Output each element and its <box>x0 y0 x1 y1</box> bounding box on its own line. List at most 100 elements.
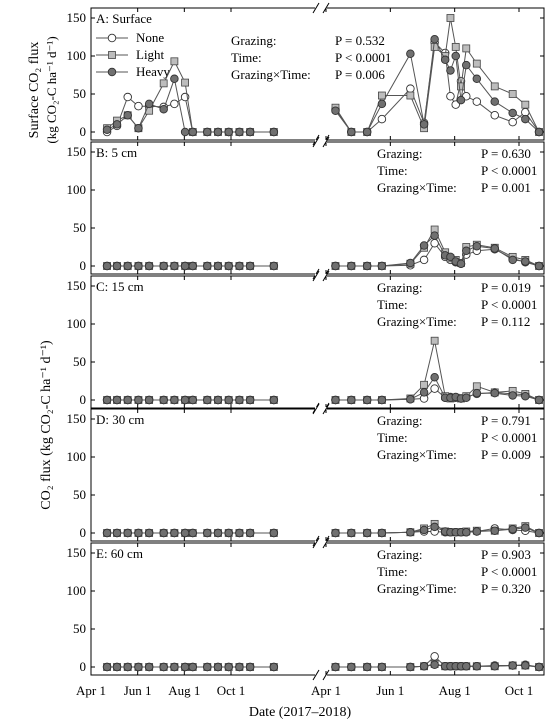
data-point-heavy <box>170 261 179 271</box>
data-point-heavy <box>245 528 255 538</box>
data-point-heavy <box>331 106 340 115</box>
data-point-heavy <box>159 395 168 405</box>
stat-label: Grazing: <box>231 33 276 48</box>
data-point-light <box>406 91 415 100</box>
data-point-light <box>446 14 455 22</box>
stat-value: P = 0.019 <box>481 280 531 295</box>
axis-titles: Surface CO₂ flux (kg CO₂-C ha⁻¹ d⁻¹) CO₂… <box>27 36 351 720</box>
data-point-heavy <box>144 395 154 405</box>
stat-value: P = 0.001 <box>481 180 531 195</box>
legend-marker <box>108 51 116 59</box>
data-point-heavy <box>419 120 429 129</box>
stat-label: Time: <box>377 297 408 312</box>
data-point-heavy <box>112 261 122 271</box>
data-point-heavy <box>123 528 132 538</box>
stat-value: P = 0.320 <box>481 581 531 596</box>
data-point-heavy <box>362 261 372 271</box>
stat-value: P < 0.0001 <box>481 430 537 445</box>
data-point-heavy <box>159 261 168 271</box>
data-point-heavy <box>472 74 482 84</box>
ylabel-main: CO₂ flux (kg CO₂-C ha⁻¹ d⁻¹) <box>39 340 54 510</box>
data-point-light <box>490 82 499 91</box>
data-point-heavy <box>170 662 179 672</box>
axis-break-mark <box>312 669 320 681</box>
data-point-heavy <box>508 255 517 265</box>
stat-value: P = 0.532 <box>335 33 385 48</box>
data-point-none <box>446 92 455 101</box>
data-point-heavy <box>377 662 387 672</box>
data-point-heavy <box>134 123 143 133</box>
x-tick-label: Jun 1 <box>124 683 152 698</box>
data-point-none <box>430 384 439 393</box>
data-point-heavy <box>406 662 415 672</box>
data-point-heavy <box>170 74 179 84</box>
data-point-heavy <box>245 127 255 137</box>
data-point-heavy <box>377 261 387 271</box>
data-point-heavy <box>123 111 132 120</box>
panel-label: D: 30 cm <box>96 412 144 427</box>
stat-label: Time: <box>377 163 408 178</box>
data-point-heavy <box>224 395 233 405</box>
data-point-heavy <box>188 528 197 538</box>
data-point-heavy <box>245 261 255 271</box>
data-point-heavy <box>347 528 356 538</box>
y-tick-label: 50 <box>73 220 86 235</box>
y-tick-label: 0 <box>80 392 87 407</box>
data-point-heavy <box>331 261 340 271</box>
data-point-heavy <box>430 231 439 240</box>
data-point-heavy <box>144 662 154 672</box>
stat-value: P = 0.903 <box>481 547 531 562</box>
data-point-light <box>451 42 460 51</box>
data-point-heavy <box>134 528 143 538</box>
data-point-heavy <box>534 662 544 672</box>
stat-value: P < 0.0001 <box>481 297 537 312</box>
data-point-heavy <box>213 261 223 271</box>
data-point-heavy <box>430 372 439 382</box>
data-point-heavy <box>112 528 122 538</box>
stat-label: Grazing×Time: <box>377 314 457 329</box>
data-point-heavy <box>235 395 244 405</box>
x-tick-label: Apr 1 <box>76 683 106 698</box>
data-point-heavy <box>235 127 244 137</box>
y-tick-label: 100 <box>67 48 87 63</box>
data-point-heavy <box>490 244 499 253</box>
panel-frame-left <box>90 408 317 542</box>
data-point-heavy <box>112 662 122 672</box>
data-point-heavy <box>331 395 340 405</box>
axis-break-mark <box>322 270 330 282</box>
stat-label: Grazing×Time: <box>377 447 457 462</box>
panel-3: 0 50 100 150 C: 15 cm Grazing: P = 0.019 Time: P… <box>67 270 545 414</box>
data-point-heavy <box>188 127 197 137</box>
data-point-heavy <box>446 66 455 75</box>
data-point-heavy <box>490 388 499 398</box>
y-tick-label: 50 <box>73 86 86 101</box>
data-point-heavy <box>521 114 530 124</box>
data-point-none <box>451 100 460 109</box>
data-point-heavy <box>102 261 112 271</box>
data-point-light <box>472 382 481 391</box>
x-tick-label: Oct 1 <box>217 683 246 698</box>
axis-break-mark <box>312 537 320 549</box>
data-point-heavy <box>508 391 517 400</box>
x-tick-label: Aug 1 <box>168 683 200 698</box>
data-point-heavy <box>347 395 356 405</box>
panel-2: 0 50 100 150 B: 5 cm Grazing: P = 0.630 Time: P … <box>67 136 545 280</box>
data-point-heavy <box>269 528 279 538</box>
data-point-heavy <box>203 127 212 137</box>
data-point-heavy <box>377 395 387 405</box>
panel-label: C: 15 cm <box>96 279 144 294</box>
data-point-heavy <box>377 528 387 538</box>
axis-break-gap <box>315 140 327 276</box>
legend-marker <box>107 67 117 77</box>
data-point-none <box>419 255 429 265</box>
data-point-heavy <box>123 662 132 672</box>
panel-label: B: 5 cm <box>96 145 137 160</box>
data-point-light <box>170 57 179 66</box>
data-point-heavy <box>269 395 279 405</box>
data-point-heavy <box>406 258 415 268</box>
data-point-heavy <box>430 522 439 532</box>
data-point-heavy <box>377 99 387 109</box>
data-point-heavy <box>180 528 190 538</box>
data-point-heavy <box>188 261 197 271</box>
